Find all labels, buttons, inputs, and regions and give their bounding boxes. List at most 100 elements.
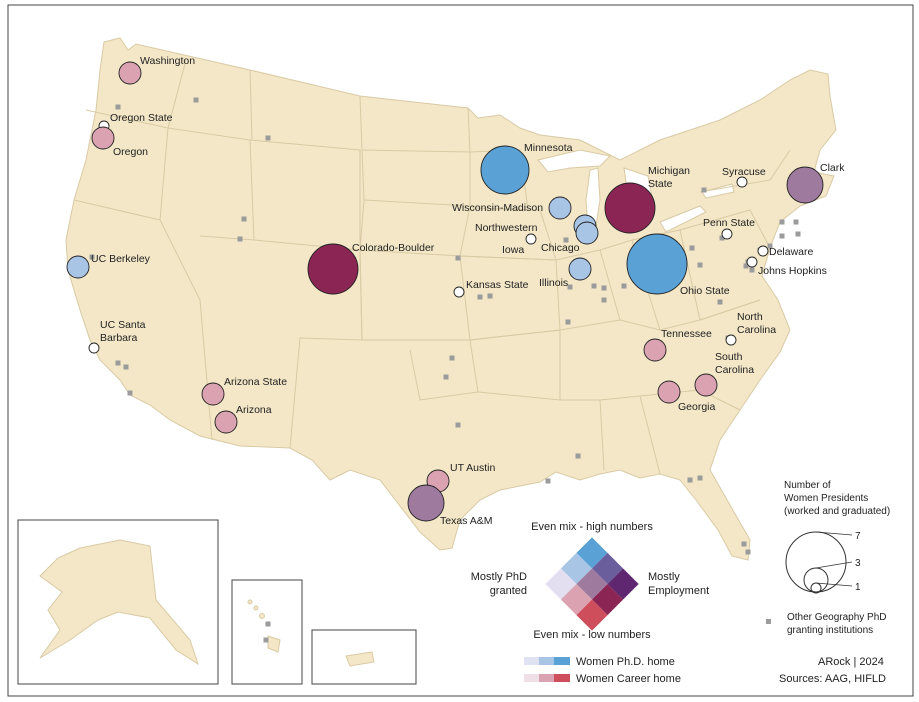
institution-label: Northwestern (475, 222, 538, 234)
institution-label: Michigan State (648, 165, 690, 190)
legend-right-label-2: Employment (648, 585, 709, 597)
institution-label: Arizona (236, 404, 272, 416)
other-institution-marker (123, 364, 129, 370)
institution-label: Tennessee (661, 328, 712, 340)
institution-marker (725, 334, 737, 346)
size-value-1: 1 (855, 582, 861, 593)
institution-marker (66, 255, 90, 279)
institution-marker (746, 256, 758, 268)
other-institution-marker (719, 235, 725, 241)
institution-marker (786, 166, 824, 204)
other-institution-marker (265, 135, 271, 141)
institution-marker (480, 145, 530, 195)
institution-label: UC Santa Barbara (100, 319, 146, 344)
institution-marker (757, 245, 769, 257)
other-institution-marker (545, 478, 551, 484)
other-institution-marker (697, 262, 703, 268)
size-legend-title-1: Number of (784, 480, 831, 491)
institution-marker (407, 484, 445, 522)
credit-sources: Sources: AAG, HIFLD (779, 673, 886, 685)
career-bar-high (554, 674, 570, 682)
institution-marker (118, 61, 142, 85)
institution-label: Oregon (113, 146, 148, 158)
other-institution-marker (89, 254, 95, 260)
legend-left-label-2: granted (490, 585, 527, 597)
other-institution-marker (701, 187, 707, 193)
other-institution-marker (443, 374, 449, 380)
other-institution-marker (237, 236, 243, 242)
institution-marker (575, 221, 599, 245)
other-institution-marker (689, 245, 695, 251)
institution-label: UC Berkeley (91, 253, 151, 265)
lake-erie (659, 205, 707, 233)
career-bar-low (524, 674, 539, 682)
institution-label: Chicago (541, 242, 580, 254)
size-legend-title-2: Women Presidents (784, 493, 868, 504)
institution-marker (214, 410, 238, 434)
institution-label: Georgia (678, 401, 716, 413)
institution-marker (91, 126, 115, 150)
size-legend-title-3: (worked and graduated) (784, 506, 890, 517)
institution-marker (643, 338, 667, 362)
other-institution-marker (745, 549, 751, 555)
other-institution-marker (717, 299, 723, 305)
institution-marker (88, 342, 100, 354)
institution-label: Colorado-Boulder (352, 242, 435, 254)
other-institution-marker (241, 216, 247, 222)
institution-marker (626, 233, 688, 295)
career-bar-label: Women Career home (576, 673, 681, 685)
institution-marker (525, 233, 537, 245)
other-institution-marker (567, 284, 573, 290)
other-institution-marker (601, 297, 607, 303)
institution-label: Wisconsin-Madison (452, 202, 543, 214)
other-legend-label-1: Other Geography PhD (787, 612, 887, 623)
institution-label: South Carolina (715, 351, 754, 376)
institution-label: Syracuse (722, 166, 766, 178)
institution-marker (736, 176, 748, 188)
other-institution-marker (591, 283, 597, 289)
institution-label: Minnesota (524, 142, 573, 154)
institution-marker (568, 257, 592, 281)
institutions-layer: Washington Oregon State Oregon UC Berkeley U… (66, 55, 845, 527)
lake-superior (537, 149, 612, 173)
other-institution-marker (741, 541, 747, 547)
institution-label: Johns Hopkins (758, 265, 827, 277)
other-institution-marker (793, 219, 799, 225)
legend-bottom-label: Even mix - low numbers (533, 629, 651, 641)
institution-marker (604, 182, 656, 234)
other-legend: Other Geography PhD granting institution… (766, 612, 887, 636)
other-institution-marker (779, 233, 785, 239)
legend-left-label-1: Mostly PhD (471, 571, 527, 583)
other-institution-marker (795, 231, 801, 237)
career-bar-mid (539, 674, 554, 682)
institution-label: Texas A&M (440, 515, 493, 527)
other-institution-marker (779, 219, 785, 225)
institution-marker (694, 373, 718, 397)
institution-marker (307, 243, 359, 295)
credit-author: ARock | 2024 (818, 656, 884, 668)
size-value-7: 7 (855, 531, 861, 542)
phd-bar-label: Women Ph.D. home (576, 656, 675, 668)
other-institution-marker (767, 243, 773, 249)
other-institution-marker (601, 285, 607, 291)
other-institution-marker (265, 621, 271, 627)
other-institution-marker (115, 104, 121, 110)
colorbar-legend: Women Ph.D. home Women Career home (524, 656, 681, 685)
size-legend: Number of Women Presidents (worked and g… (784, 480, 890, 594)
puerto-rico-landmass (345, 651, 375, 667)
institution-marker (201, 382, 225, 406)
other-institution-marker (743, 263, 749, 269)
institution-label: Penn State (703, 217, 755, 229)
other-institution-marker (263, 637, 269, 643)
hawaii-inset (231, 579, 303, 685)
other-institution-marker (477, 294, 483, 300)
other-institution-marker (449, 355, 455, 361)
other-institution-marker (697, 475, 703, 481)
phd-bar-high (554, 657, 570, 665)
legend-right-label-1: Mostly (648, 571, 680, 583)
other-institution-marker (193, 97, 199, 103)
institution-label: Kansas State (466, 279, 529, 291)
institution-label: Delaware (769, 246, 814, 258)
institution-label: Illinois (539, 277, 568, 289)
